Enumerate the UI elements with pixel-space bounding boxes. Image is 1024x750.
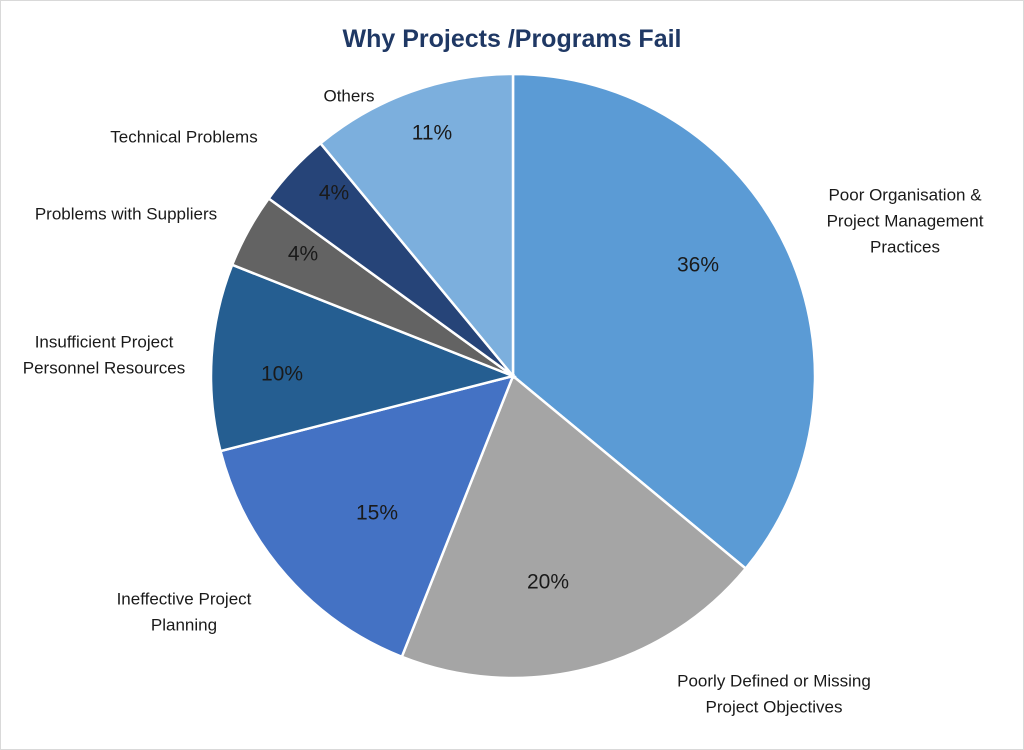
slice-category-label: Ineffective Project Planning [117,589,252,634]
slice-category-label: Problems with Suppliers [35,204,217,223]
pie-slice [209,263,518,453]
slice-value-label: 20% [527,571,569,594]
category-label-line: Ineffective Project [117,589,252,608]
category-label-line: Technical Problems [110,127,257,146]
pie-slice [400,373,748,680]
slice-value-label: 4% [319,182,349,205]
slice-category-label: Insufficient Project Personnel Resources [23,332,186,377]
category-label-line: Project Management [827,211,984,230]
pie-slice [511,72,817,571]
slice-category-label: Others [323,86,374,105]
slice-value-label: 15% [356,502,398,525]
category-label-line: Practices [870,237,940,256]
slice-value-label: 11% [412,122,452,145]
slice-value-label: 36% [677,254,719,277]
category-label-line: Poorly Defined or Missing [677,671,871,690]
slice-category-label: Technical Problems [110,127,257,146]
category-label-line: Problems with Suppliers [35,204,217,223]
category-label-line: Others [323,86,374,105]
slice-value-label: 10% [261,363,303,386]
category-label-line: Personnel Resources [23,358,186,377]
chart-title: Why Projects /Programs Fail [342,25,682,53]
category-label-line: Insufficient Project [35,332,174,351]
category-label-line: Poor Organisation & [828,185,982,204]
slice-category-label: Poor Organisation & Project Management Pra… [827,185,984,256]
pie-slice [218,374,516,659]
slice-value-label: 4% [288,243,318,266]
category-label-line: Planning [151,615,217,634]
category-label-line: Project Objectives [706,697,843,716]
pie-slice [318,72,515,380]
slice-category-label: Poorly Defined or Missing Project Objecti… [677,671,871,716]
